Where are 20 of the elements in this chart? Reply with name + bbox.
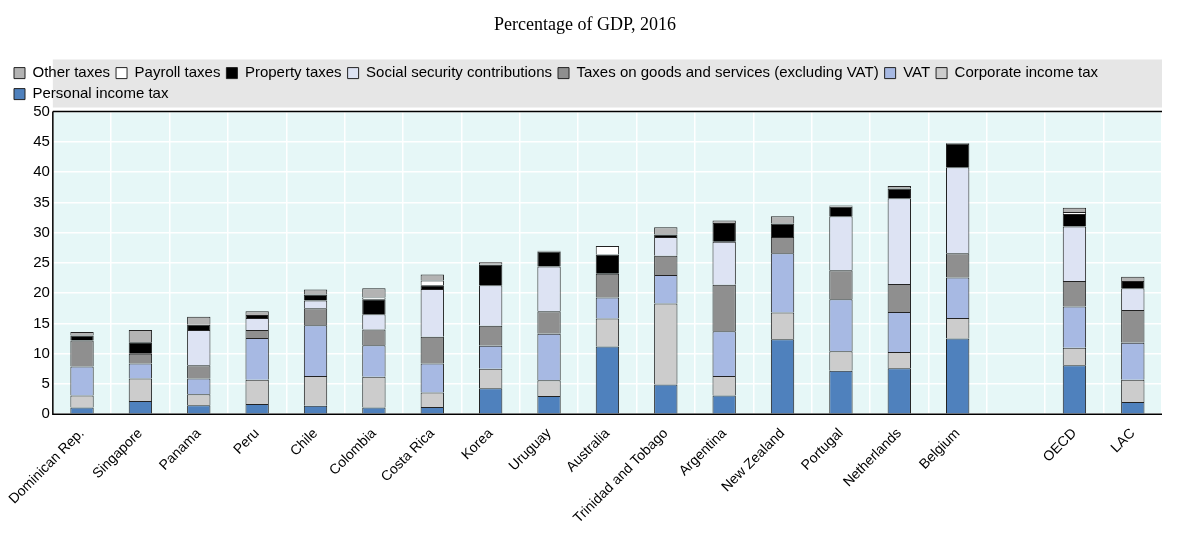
- legend-label: Property taxes: [244, 63, 342, 81]
- legend-label: Taxes on goods and services (excluding VAT): [576, 63, 879, 81]
- y-tick-label: 10: [33, 343, 50, 361]
- y-tick-label: 50: [33, 101, 50, 119]
- legend-label: Payroll taxes: [134, 63, 221, 81]
- y-tick-label: 45: [33, 132, 50, 149]
- legend-label: VAT: [903, 63, 931, 81]
- legend-label: Personal income tax: [32, 84, 169, 102]
- chart-title: Percentage of GDP, 2016: [494, 13, 676, 34]
- y-tick-label: 20: [33, 283, 50, 301]
- y-tick-label: 30: [33, 222, 50, 240]
- y-tick-label: 40: [33, 162, 50, 180]
- y-tick-label: 15: [33, 313, 50, 331]
- legend-label: Social security contributions: [366, 63, 553, 81]
- y-tick-label: 35: [33, 192, 50, 210]
- y-tick-label: 0: [41, 404, 50, 422]
- legend-label: Corporate income tax: [954, 63, 1099, 81]
- y-tick-label: 25: [33, 253, 50, 271]
- y-tick-label: 5: [41, 374, 50, 392]
- legend-label: Other taxes: [32, 63, 111, 81]
